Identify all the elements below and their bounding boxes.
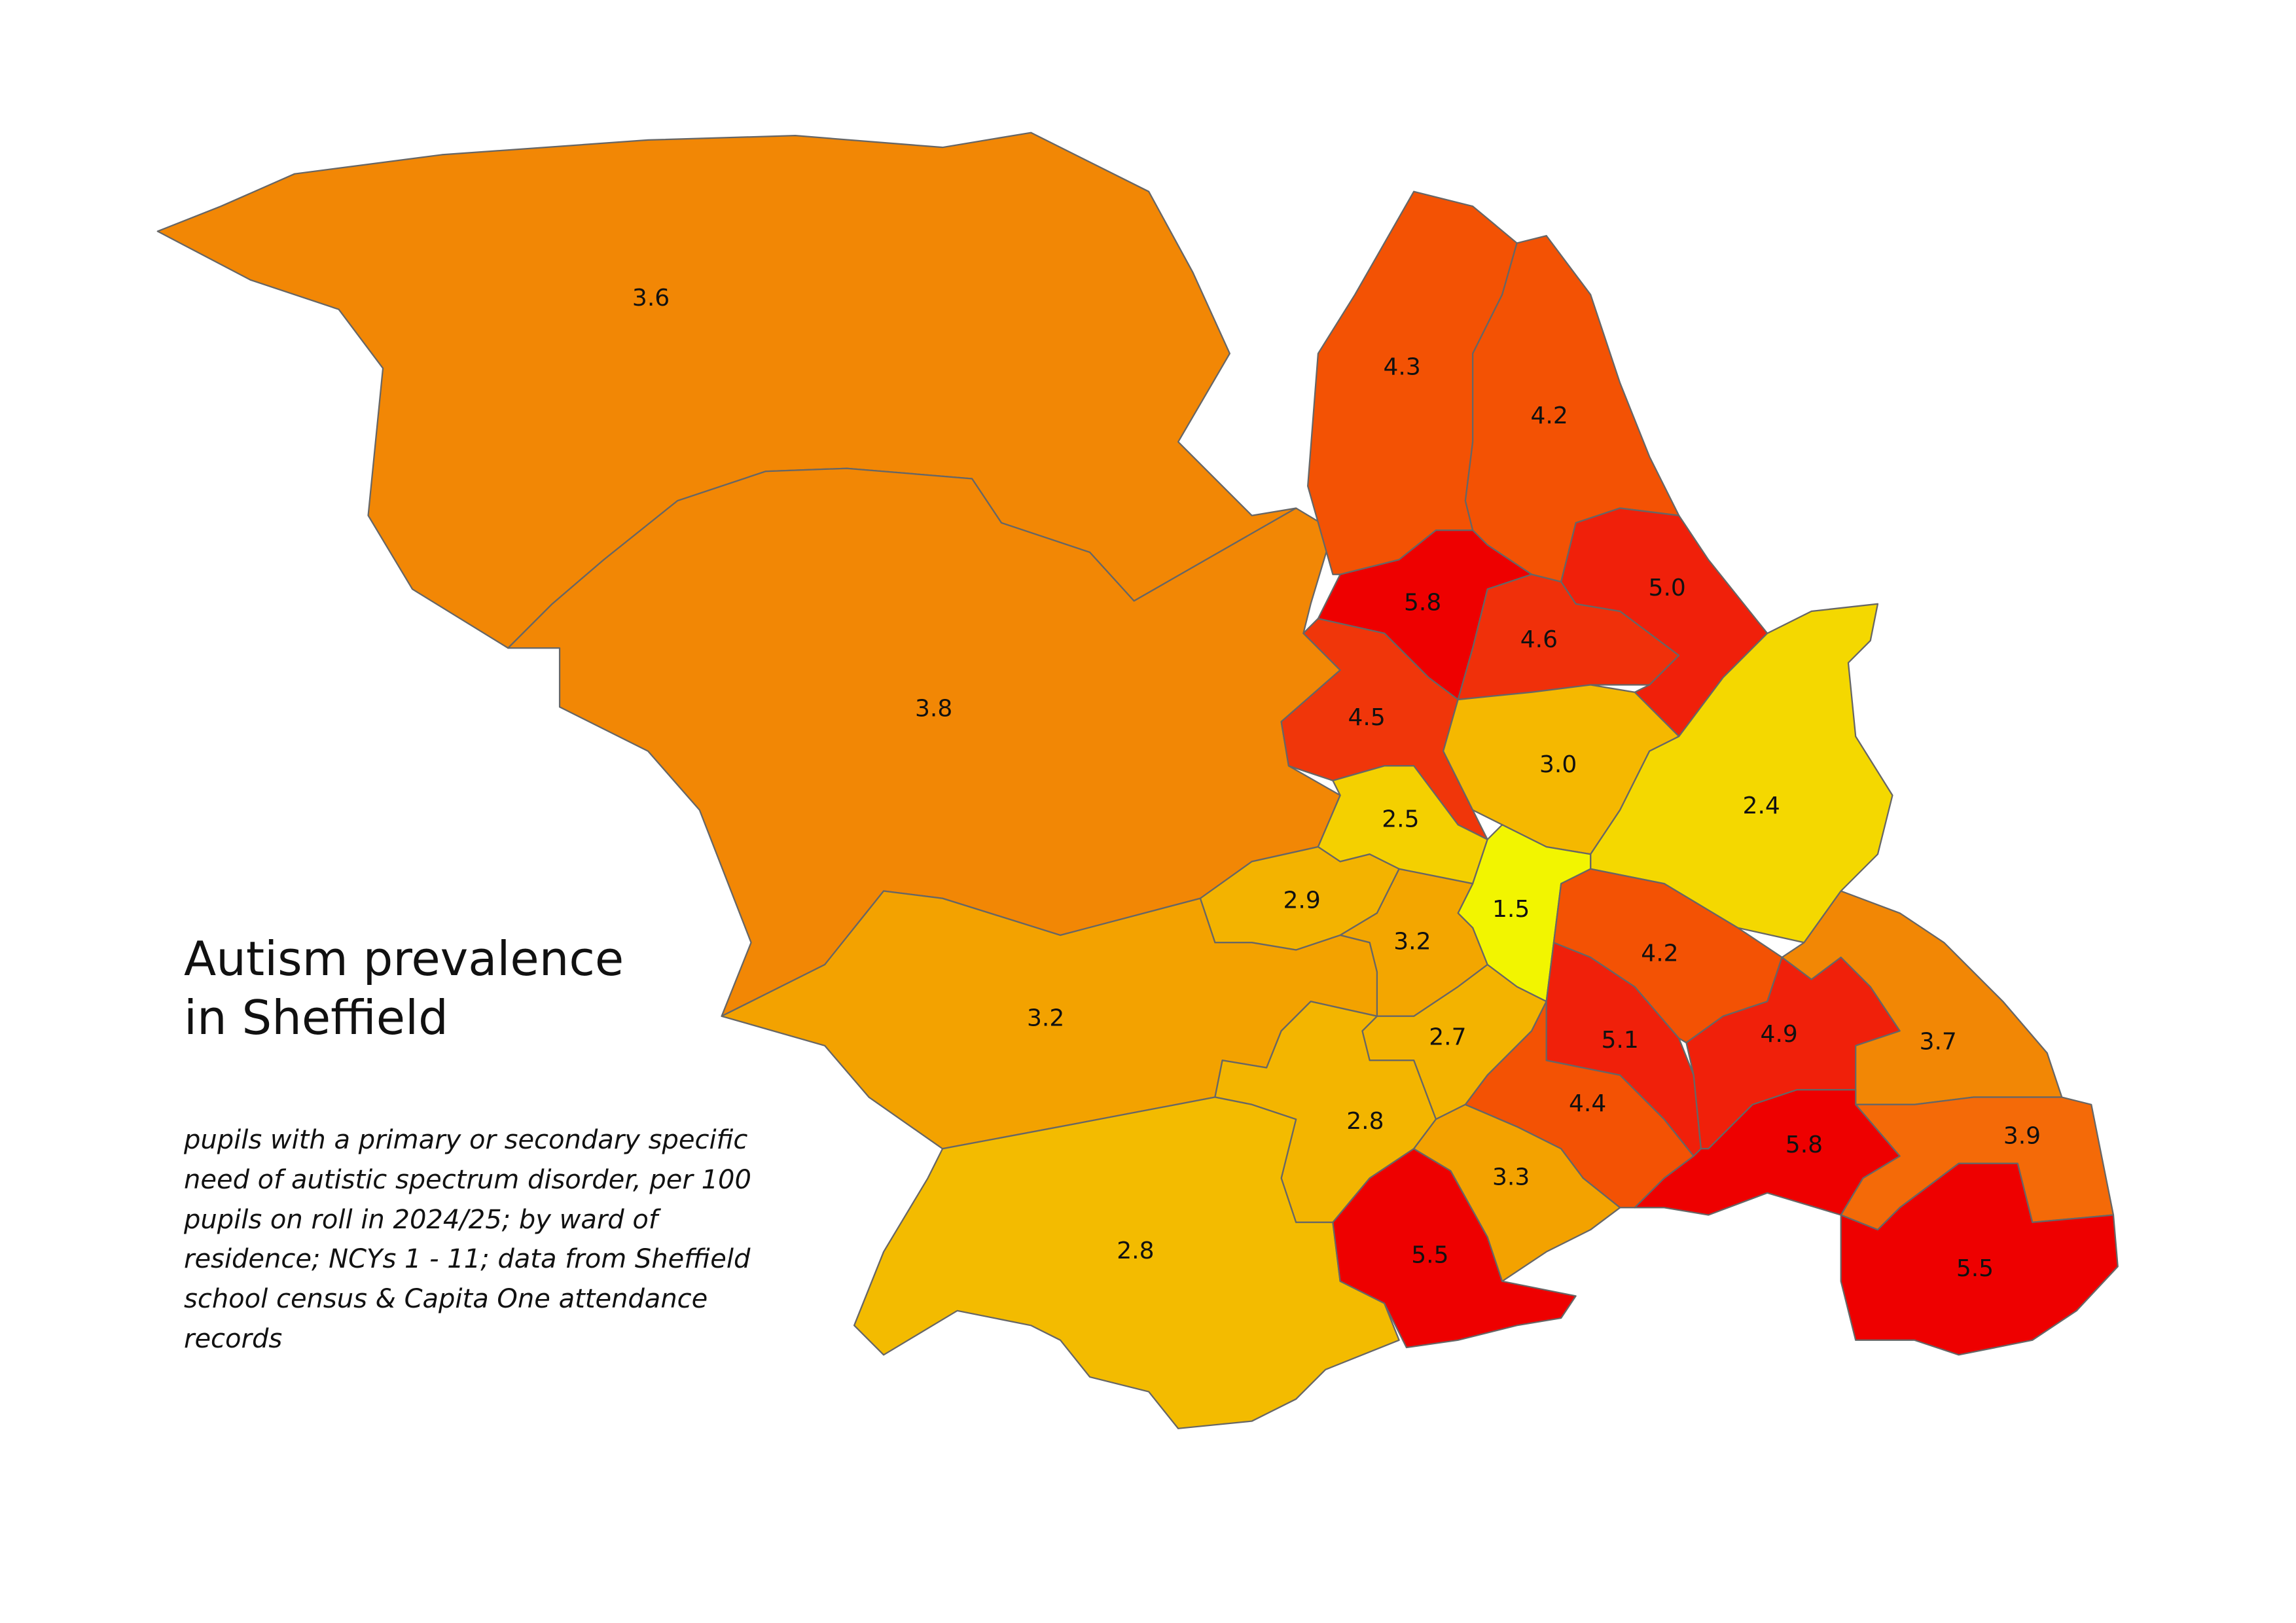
ward-value-label: 5.8 <box>1404 590 1441 616</box>
ward-value-label: 4.3 <box>1384 354 1421 381</box>
ward-value-label: 5.0 <box>1649 575 1686 601</box>
ward <box>853 1096 1400 1429</box>
ward-value-label: 3.7 <box>1920 1028 1957 1055</box>
ward <box>1634 1089 1901 1216</box>
ward-value-label: 2.8 <box>1346 1108 1384 1135</box>
ward <box>1840 1162 2119 1356</box>
ward-value-label: 4.6 <box>1520 626 1558 653</box>
ward-value-label: 2.8 <box>1117 1238 1154 1264</box>
ward-value-label: 4.4 <box>1569 1090 1606 1117</box>
ward-value-label: 3.0 <box>1539 751 1577 778</box>
ward-value-label: 2.7 <box>1429 1024 1466 1051</box>
map-subtitle: pupils with a primary or secondary speci… <box>184 1125 751 1354</box>
ward-value-label: 4.2 <box>1641 940 1678 967</box>
ward-value-label: 3.8 <box>915 696 952 722</box>
ward-value-label: 5.8 <box>1785 1132 1823 1158</box>
ward-value-label: 3.3 <box>1492 1164 1530 1190</box>
map-title: Autism prevalence in Sheffield <box>184 931 624 1045</box>
ward-value-label: 4.2 <box>1531 402 1568 429</box>
ward-value-label: 3.2 <box>1393 928 1431 955</box>
ward-value-label: 3.6 <box>632 285 670 312</box>
ward-value-label: 4.5 <box>1348 704 1386 731</box>
ward-value-label: 2.4 <box>1743 793 1780 819</box>
ward-value-label: 5.5 <box>1411 1242 1448 1269</box>
ward-value-label: 5.5 <box>1956 1255 1994 1282</box>
ward-value-label: 2.9 <box>1283 887 1321 914</box>
ward-value-label: 3.2 <box>1027 1005 1064 1031</box>
ward-value-label: 1.5 <box>1492 896 1530 923</box>
ward-value-label: 2.5 <box>1382 806 1419 833</box>
ward-value-label: 4.9 <box>1761 1021 1798 1048</box>
ward-value-label: 5.1 <box>1602 1027 1639 1054</box>
ward-value-label: 3.9 <box>2003 1122 2041 1149</box>
